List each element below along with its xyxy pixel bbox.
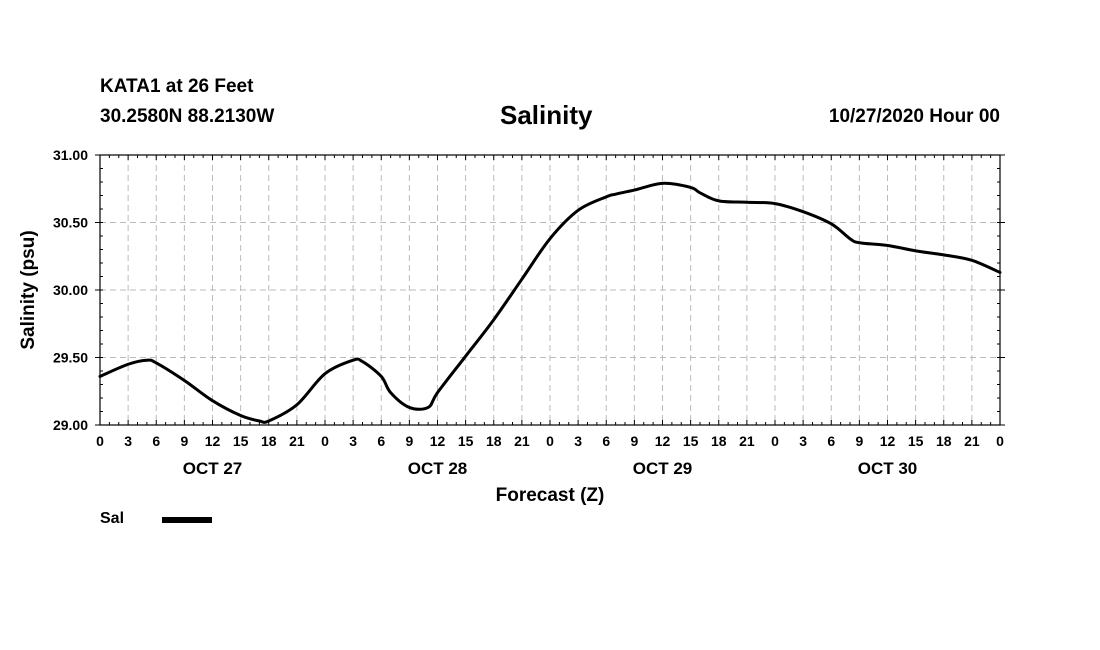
- x-tick-label: 12: [655, 433, 671, 449]
- x-tick-label: 0: [546, 433, 554, 449]
- x-tick-label: 12: [205, 433, 221, 449]
- x-tick-label: 21: [739, 433, 755, 449]
- x-tick-label: 6: [152, 433, 160, 449]
- x-tick-label: 3: [349, 433, 357, 449]
- x-tick-label: 18: [936, 433, 952, 449]
- x-tick-label: 18: [711, 433, 727, 449]
- x-tick-label: 0: [96, 433, 104, 449]
- x-tick-label: 3: [124, 433, 132, 449]
- x-axis-title: Forecast (Z): [496, 485, 605, 506]
- x-tick-label: 18: [486, 433, 502, 449]
- day-label: OCT 27: [183, 459, 243, 478]
- forecast-issue-time: 10/27/2020 Hour 00: [828, 106, 1000, 127]
- y-tick-label: 31.00: [53, 147, 88, 163]
- x-tick-label: 21: [964, 433, 980, 449]
- series-line-sal: [98, 181, 1002, 424]
- x-tick-label: 3: [799, 433, 807, 449]
- x-tick-label: 9: [405, 433, 413, 449]
- x-tick-label: 21: [514, 433, 530, 449]
- x-tick-label: 15: [908, 433, 924, 449]
- x-tick-label: 3: [574, 433, 582, 449]
- y-axis-title: Salinity (psu): [18, 230, 39, 349]
- x-tick-label: 15: [233, 433, 249, 449]
- x-tick-label: 6: [602, 433, 610, 449]
- x-tick-label: 12: [880, 433, 896, 449]
- x-tick-label: 9: [630, 433, 638, 449]
- x-tick-label: 6: [377, 433, 385, 449]
- day-label: OCT 28: [408, 459, 468, 478]
- x-tick-label: 6: [827, 433, 835, 449]
- legend-line-swatch: [162, 517, 212, 523]
- station-coordinates: 30.2580N 88.2130W: [100, 106, 275, 127]
- station-name: KATA1 at 26 Feet: [100, 76, 254, 97]
- y-tick-label: 30.50: [53, 215, 88, 231]
- x-tick-label: 12: [430, 433, 446, 449]
- y-tick-label: 30.00: [53, 282, 88, 298]
- x-tick-label: 9: [180, 433, 188, 449]
- x-tick-label: 9: [855, 433, 863, 449]
- x-tick-label: 18: [261, 433, 277, 449]
- x-tick-label: 0: [996, 433, 1004, 449]
- x-tick-label: 15: [458, 433, 474, 449]
- day-label: OCT 30: [858, 459, 918, 478]
- x-tick-label: 21: [289, 433, 305, 449]
- plot-frame: [99, 154, 1001, 426]
- legend-label: Sal: [100, 510, 125, 527]
- y-tick-label: 29.00: [53, 417, 88, 433]
- x-tick-label: 15: [683, 433, 699, 449]
- y-tick-label: 29.50: [53, 350, 88, 366]
- x-tick-label: 0: [321, 433, 329, 449]
- x-tick-label: 0: [771, 433, 779, 449]
- chart-title: Salinity: [500, 100, 593, 130]
- day-label: OCT 29: [633, 459, 693, 478]
